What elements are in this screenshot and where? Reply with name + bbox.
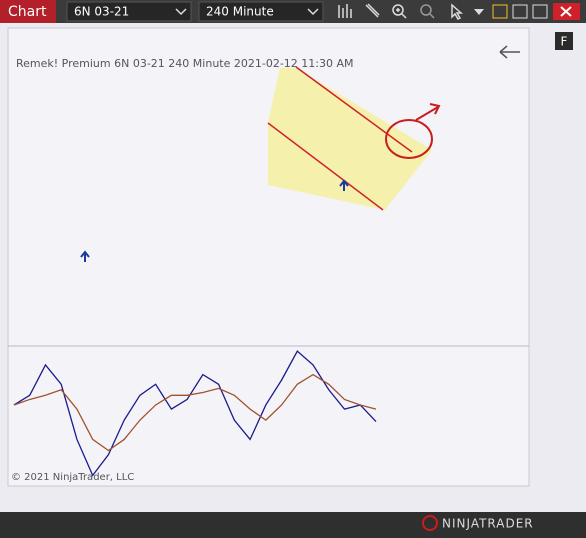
interval[interactable]: 240 Minute xyxy=(206,5,274,19)
signal-arrow xyxy=(339,179,349,191)
instrument-dropdown[interactable] xyxy=(66,1,192,22)
interval-dropdown[interactable] xyxy=(198,1,324,22)
status-bar xyxy=(0,512,586,534)
channel-line xyxy=(295,66,413,153)
brand: NINJATRADER xyxy=(442,517,534,531)
arrow-annotation xyxy=(415,103,441,121)
copyright: © 2021 NinjaTrader, LLC xyxy=(11,472,134,483)
tab-label[interactable]: Chart xyxy=(8,4,47,20)
toolbar: Chart 6N 03-21 240 Minute xyxy=(0,0,586,23)
oscillator-line xyxy=(13,350,377,477)
tab-bg xyxy=(0,0,56,23)
highlight-ellipse xyxy=(385,119,433,159)
restore-button[interactable] xyxy=(512,4,528,19)
menu-caret[interactable] xyxy=(474,9,484,15)
panel-label-box[interactable] xyxy=(555,32,573,50)
back-arrow[interactable] xyxy=(499,45,520,59)
minimize-button[interactable] xyxy=(492,4,508,19)
channel-line xyxy=(267,122,384,211)
dropdown-caret xyxy=(175,8,187,16)
maximize-button[interactable] xyxy=(532,4,548,19)
dropdown-caret xyxy=(307,8,319,16)
chart-header: Remek! Premium 6N 03-21 240 Minute 2021-… xyxy=(16,57,354,70)
instrument[interactable]: 6N 03-21 xyxy=(74,5,129,19)
plot-bg xyxy=(7,27,530,487)
close-icon xyxy=(560,6,572,17)
oscillator-panel xyxy=(13,350,377,477)
tool-icons[interactable] xyxy=(338,3,463,20)
oscillator-line xyxy=(13,373,377,452)
brand-logo xyxy=(422,515,438,531)
channel-fill xyxy=(268,68,432,210)
panel-label[interactable]: F xyxy=(561,35,568,49)
signal-arrow xyxy=(80,250,90,262)
